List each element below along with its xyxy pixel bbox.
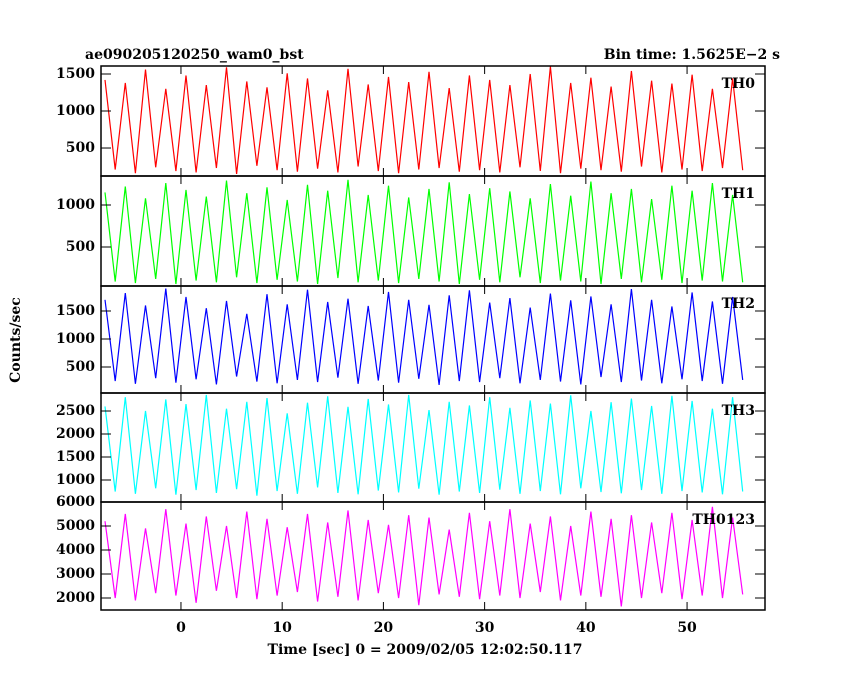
light-curve [104, 66, 744, 174]
y-tick-label: 4000 [56, 542, 95, 558]
y-tick-label: 2000 [56, 426, 95, 442]
y-tick-label: 2500 [56, 403, 95, 419]
y-tick-label: 3000 [56, 566, 95, 582]
light-curve [104, 506, 744, 607]
y-tick-label: 5000 [56, 518, 95, 534]
panel-label: TH0 [722, 76, 756, 92]
y-tick-label: 500 [66, 359, 95, 375]
x-axis-label: Time [sec] 0 = 2009/02/05 12:02:50.117 [268, 642, 583, 658]
panel-label: TH3 [722, 403, 755, 419]
x-tick-label: 40 [576, 620, 596, 636]
chart-title: ae090205120250_wam0_bst [85, 47, 304, 63]
x-tick-label: 50 [677, 620, 697, 636]
panel-frame [100, 501, 766, 611]
y-tick-label: 1000 [56, 331, 95, 347]
panel-label: TH2 [722, 296, 755, 312]
x-tick-label: 30 [475, 620, 495, 636]
y-tick-label: 2000 [56, 590, 95, 606]
panel-label: TH1 [722, 186, 755, 202]
y-tick-label: 1000 [56, 103, 95, 119]
y-tick-label: 500 [66, 140, 95, 156]
panel-label: TH0123 [692, 512, 755, 528]
y-tick-label: 500 [66, 239, 95, 255]
x-tick-label: 20 [374, 620, 394, 636]
chart-subtitle: Bin time: 1.5625E−2 s [604, 47, 780, 63]
light-curve [104, 394, 744, 496]
y-tick-label: 1500 [56, 449, 95, 465]
x-tick-label: 10 [272, 620, 292, 636]
x-tick-label: 0 [176, 620, 186, 636]
light-curve [104, 179, 744, 285]
y-tick-label: 1000 [56, 197, 95, 213]
y-axis-label: Counts/sec [8, 297, 24, 383]
y-tick-label: 1000 [56, 472, 95, 488]
y-tick-label: 1500 [56, 303, 95, 319]
y-tick-label: 6000 [56, 494, 95, 510]
y-tick-label: 1500 [56, 66, 95, 82]
light-curve [104, 288, 744, 385]
